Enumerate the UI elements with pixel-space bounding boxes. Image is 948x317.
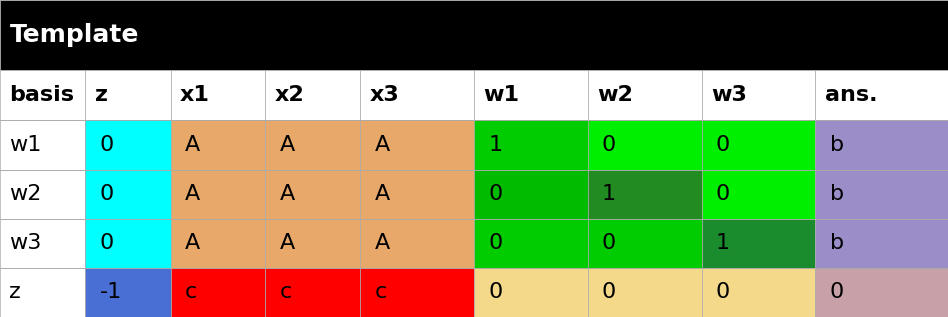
Text: w3: w3 [711,85,747,105]
Text: A: A [374,184,390,204]
FancyBboxPatch shape [85,70,171,120]
FancyBboxPatch shape [702,170,815,219]
Text: b: b [830,233,844,253]
FancyBboxPatch shape [171,120,265,170]
Text: A: A [374,135,390,155]
FancyBboxPatch shape [815,70,948,120]
FancyBboxPatch shape [171,219,265,268]
FancyBboxPatch shape [702,70,815,120]
FancyBboxPatch shape [360,120,474,170]
FancyBboxPatch shape [360,268,474,317]
FancyBboxPatch shape [265,70,360,120]
Text: 0: 0 [716,282,730,302]
Text: z: z [95,85,108,105]
Text: c: c [280,282,292,302]
FancyBboxPatch shape [85,219,171,268]
FancyBboxPatch shape [265,219,360,268]
FancyBboxPatch shape [702,219,815,268]
FancyBboxPatch shape [702,268,815,317]
FancyBboxPatch shape [0,70,85,120]
FancyBboxPatch shape [0,268,85,317]
Text: 0: 0 [488,233,502,253]
FancyBboxPatch shape [85,120,171,170]
Text: b: b [830,184,844,204]
FancyBboxPatch shape [702,120,815,170]
Text: 0: 0 [716,184,730,204]
FancyBboxPatch shape [474,70,588,120]
FancyBboxPatch shape [588,170,702,219]
Text: w3: w3 [9,233,42,253]
FancyBboxPatch shape [265,268,360,317]
Text: 0: 0 [602,135,616,155]
Text: x1: x1 [180,85,210,105]
FancyBboxPatch shape [474,268,588,317]
FancyBboxPatch shape [0,120,85,170]
Text: A: A [374,233,390,253]
FancyBboxPatch shape [85,170,171,219]
Text: c: c [185,282,197,302]
Text: 0: 0 [716,135,730,155]
Text: 1: 1 [602,184,616,204]
Text: 0: 0 [100,233,114,253]
FancyBboxPatch shape [815,219,948,268]
FancyBboxPatch shape [85,268,171,317]
Text: ans.: ans. [825,85,877,105]
FancyBboxPatch shape [0,219,85,268]
Text: w2: w2 [597,85,633,105]
Text: x2: x2 [275,85,304,105]
Text: 0: 0 [488,282,502,302]
FancyBboxPatch shape [474,219,588,268]
Text: b: b [830,135,844,155]
FancyBboxPatch shape [815,268,948,317]
FancyBboxPatch shape [588,70,702,120]
Text: c: c [374,282,387,302]
FancyBboxPatch shape [588,219,702,268]
Text: A: A [280,233,295,253]
FancyBboxPatch shape [360,70,474,120]
Text: w1: w1 [9,135,42,155]
Text: A: A [185,135,200,155]
FancyBboxPatch shape [474,170,588,219]
FancyBboxPatch shape [815,120,948,170]
FancyBboxPatch shape [474,120,588,170]
FancyBboxPatch shape [360,170,474,219]
Text: 0: 0 [830,282,844,302]
FancyBboxPatch shape [588,120,702,170]
Text: A: A [185,184,200,204]
FancyBboxPatch shape [815,170,948,219]
Text: z: z [9,282,21,302]
Text: 1: 1 [716,233,730,253]
Text: 0: 0 [602,233,616,253]
FancyBboxPatch shape [171,268,265,317]
Text: x3: x3 [370,85,399,105]
Text: 0: 0 [488,184,502,204]
Text: A: A [185,233,200,253]
Text: A: A [280,184,295,204]
Text: 0: 0 [100,135,114,155]
Text: Template: Template [9,23,138,47]
FancyBboxPatch shape [0,0,948,70]
Text: -1: -1 [100,282,121,302]
FancyBboxPatch shape [588,268,702,317]
FancyBboxPatch shape [265,170,360,219]
FancyBboxPatch shape [0,170,85,219]
Text: basis: basis [9,85,75,105]
Text: w1: w1 [483,85,520,105]
FancyBboxPatch shape [171,170,265,219]
Text: 1: 1 [488,135,502,155]
FancyBboxPatch shape [360,219,474,268]
FancyBboxPatch shape [171,70,265,120]
Text: 0: 0 [100,184,114,204]
Text: w2: w2 [9,184,42,204]
Text: A: A [280,135,295,155]
Text: 0: 0 [602,282,616,302]
FancyBboxPatch shape [265,120,360,170]
